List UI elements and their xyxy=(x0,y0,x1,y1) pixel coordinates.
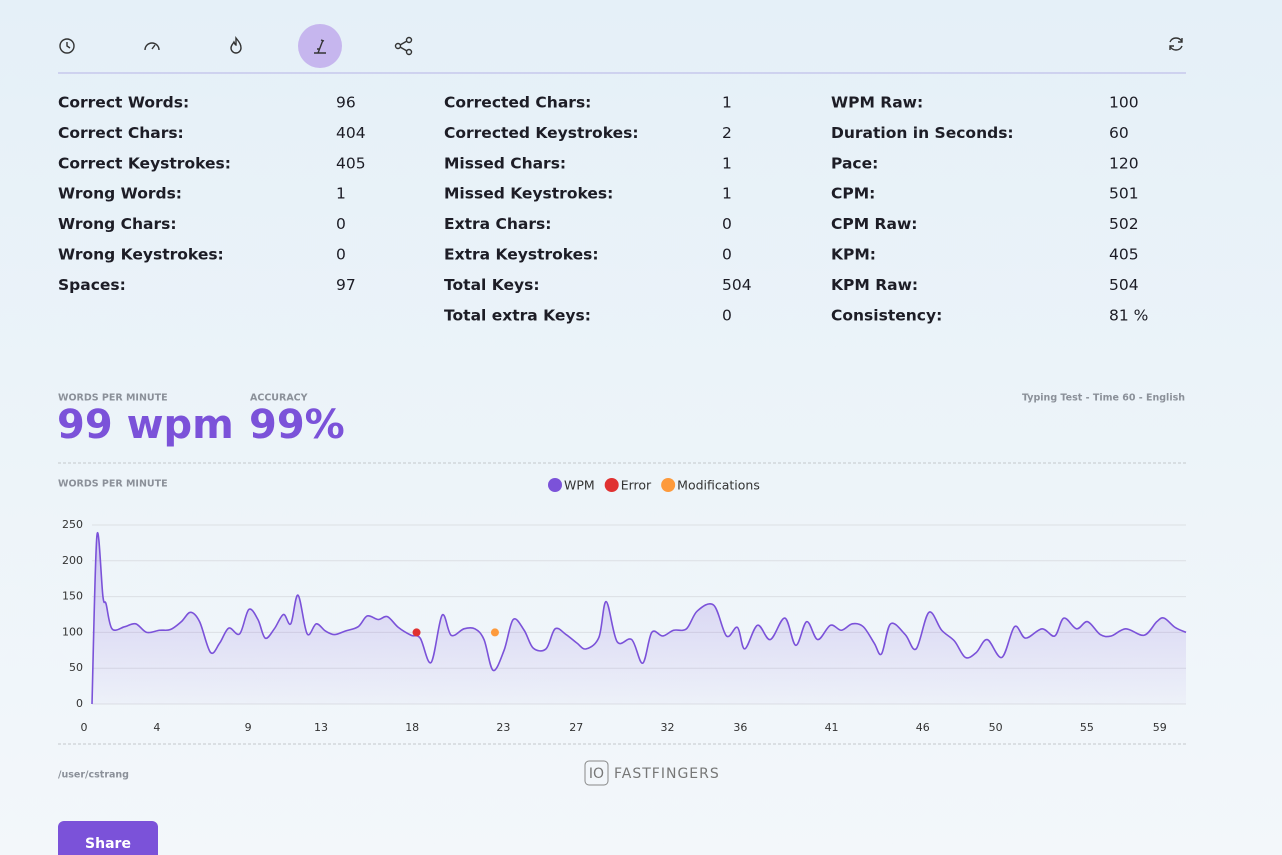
tab-share[interactable] xyxy=(394,36,413,56)
tab-fire[interactable] xyxy=(230,36,242,54)
stat-value: 0 xyxy=(336,215,346,233)
x-tick-label: 59 xyxy=(1153,721,1167,734)
wpm-line xyxy=(91,531,1187,705)
user-path: /user/cstrang xyxy=(58,770,129,781)
stat-label: Correct Chars: xyxy=(58,124,184,142)
y-tick-label: 250 xyxy=(62,518,83,531)
stat-label: Total Keys: xyxy=(444,276,540,294)
stat-value: 120 xyxy=(1109,154,1139,172)
legend-label: Error xyxy=(621,478,652,493)
stat-value: 96 xyxy=(336,94,356,112)
stat-value: 1 xyxy=(336,185,346,203)
y-tick-label: 0 xyxy=(76,697,83,710)
stat-label: Consistency: xyxy=(831,306,942,324)
test-info: Typing Test - Time 60 - English xyxy=(1022,393,1185,404)
stat-label: Missed Chars: xyxy=(444,154,566,172)
stat-value: 502 xyxy=(1109,215,1139,233)
stat-value: 0 xyxy=(722,246,732,264)
stat-label: WPM Raw: xyxy=(831,94,923,112)
stat-value: 405 xyxy=(336,154,366,172)
legend-label: WPM xyxy=(564,478,595,493)
legend-label: Modifications xyxy=(677,478,760,493)
wpm-label: WORDS PER MINUTE xyxy=(58,393,168,404)
stat-label: Duration in Seconds: xyxy=(831,124,1014,142)
stat-value: 405 xyxy=(1109,246,1139,264)
y-tick-label: 100 xyxy=(62,625,83,638)
stat-label: Correct Keystrokes: xyxy=(58,154,231,172)
stat-label: CPM Raw: xyxy=(831,215,917,233)
x-tick-label: 13 xyxy=(314,721,328,734)
event-marker xyxy=(490,628,499,637)
stat-label: Wrong Keystrokes: xyxy=(58,246,224,264)
stat-label: KPM: xyxy=(831,246,876,264)
legend-swatch xyxy=(604,478,619,492)
stat-value: 60 xyxy=(1109,124,1129,142)
stat-value: 504 xyxy=(1109,276,1139,294)
y-tick-label: 150 xyxy=(62,590,83,603)
stat-label: Correct Words: xyxy=(58,94,189,112)
stat-label: Total extra Keys: xyxy=(444,306,591,324)
x-tick-label: 46 xyxy=(916,721,930,734)
stat-value: 1 xyxy=(722,94,732,112)
x-tick-label: 4 xyxy=(153,721,160,734)
stat-label: Corrected Chars: xyxy=(444,94,591,112)
x-tick-label: 23 xyxy=(496,721,510,734)
event-marker xyxy=(412,628,421,637)
x-tick-label: 32 xyxy=(660,721,674,734)
stat-value: 504 xyxy=(722,276,752,294)
stat-label: Corrected Keystrokes: xyxy=(444,124,639,142)
x-tick-label: 41 xyxy=(825,721,839,734)
stat-value: 501 xyxy=(1109,185,1139,203)
share-label[interactable]: Share xyxy=(85,836,131,852)
x-tick-label: 27 xyxy=(569,721,583,734)
logo-mark: IO xyxy=(589,766,604,782)
x-tick-label: 9 xyxy=(245,721,252,734)
x-tick-label: 55 xyxy=(1080,721,1094,734)
share-button[interactable]: Share xyxy=(58,821,158,855)
stat-value: 404 xyxy=(336,124,366,142)
stat-label: CPM: xyxy=(831,185,875,203)
stat-label: Missed Keystrokes: xyxy=(444,185,613,203)
stat-value: 97 xyxy=(336,276,356,294)
stat-value: 81 % xyxy=(1109,306,1148,324)
stat-label: Extra Keystrokes: xyxy=(444,246,599,264)
accuracy-label: ACCURACY xyxy=(250,393,308,404)
stat-value: 0 xyxy=(722,306,732,324)
stat-label: Wrong Words: xyxy=(58,185,182,203)
legend-swatch xyxy=(661,478,676,492)
y-tick-label: 200 xyxy=(62,554,83,567)
x-tick-label: 18 xyxy=(405,721,419,734)
y-tick-label: 50 xyxy=(69,661,83,674)
stat-value: 0 xyxy=(722,215,732,233)
wpm-area xyxy=(92,532,1186,704)
stat-label: Wrong Chars: xyxy=(58,215,177,233)
x-tick-label: 50 xyxy=(989,721,1003,734)
stat-value: 100 xyxy=(1109,94,1139,112)
x-tick-label: 36 xyxy=(733,721,747,734)
stat-label: KPM Raw: xyxy=(831,276,918,294)
stat-value: 0 xyxy=(336,246,346,264)
stat-value: 1 xyxy=(722,154,732,172)
stat-label: Spaces: xyxy=(58,276,126,294)
logo-box xyxy=(584,760,609,786)
wpm-value: 99 wpm xyxy=(57,402,234,448)
stat-value: 1 xyxy=(722,185,732,203)
stat-label: Extra Chars: xyxy=(444,215,551,233)
legend-swatch xyxy=(548,478,562,492)
stat-value: 2 xyxy=(722,124,732,142)
accuracy-value: 99% xyxy=(249,402,345,448)
logo-text: FASTFINGERS xyxy=(614,766,720,782)
tab-microscope[interactable] xyxy=(298,24,342,68)
tab-speed[interactable] xyxy=(144,42,160,51)
y-axis-label: WORDS PER MINUTE xyxy=(58,479,168,490)
x-tick-label: 0 xyxy=(81,721,88,734)
stat-label: Pace: xyxy=(831,154,878,172)
tab-history[interactable] xyxy=(59,38,75,54)
refresh-button[interactable] xyxy=(1169,37,1183,51)
